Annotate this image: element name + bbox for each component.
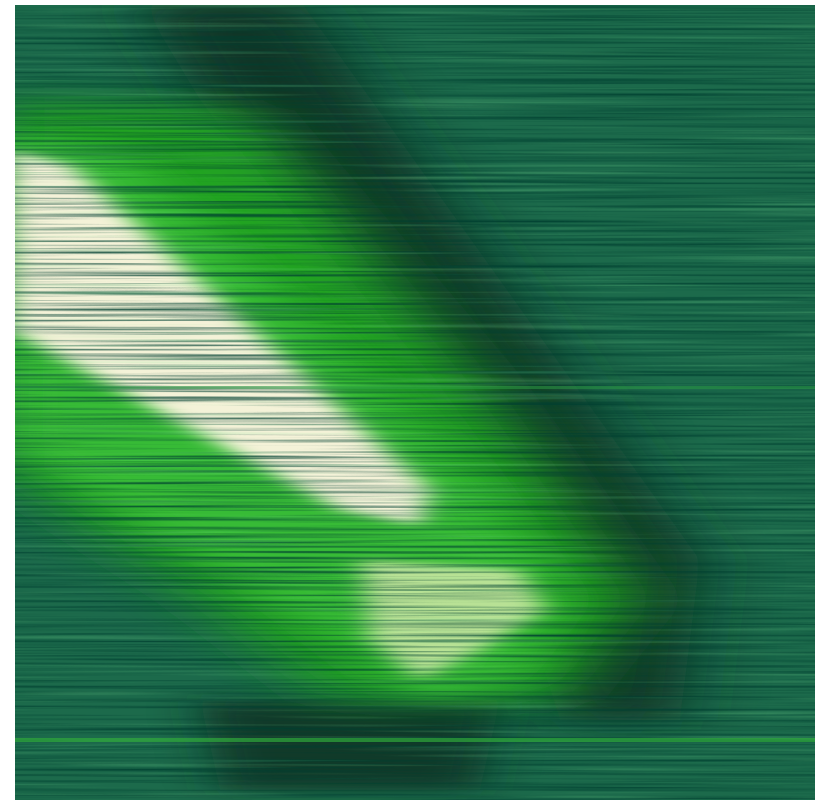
page xyxy=(0,0,821,803)
streak-line xyxy=(15,738,815,742)
streak-line xyxy=(15,386,815,389)
light-streaks xyxy=(15,5,815,800)
image xyxy=(0,0,821,803)
heatmap xyxy=(0,0,815,800)
